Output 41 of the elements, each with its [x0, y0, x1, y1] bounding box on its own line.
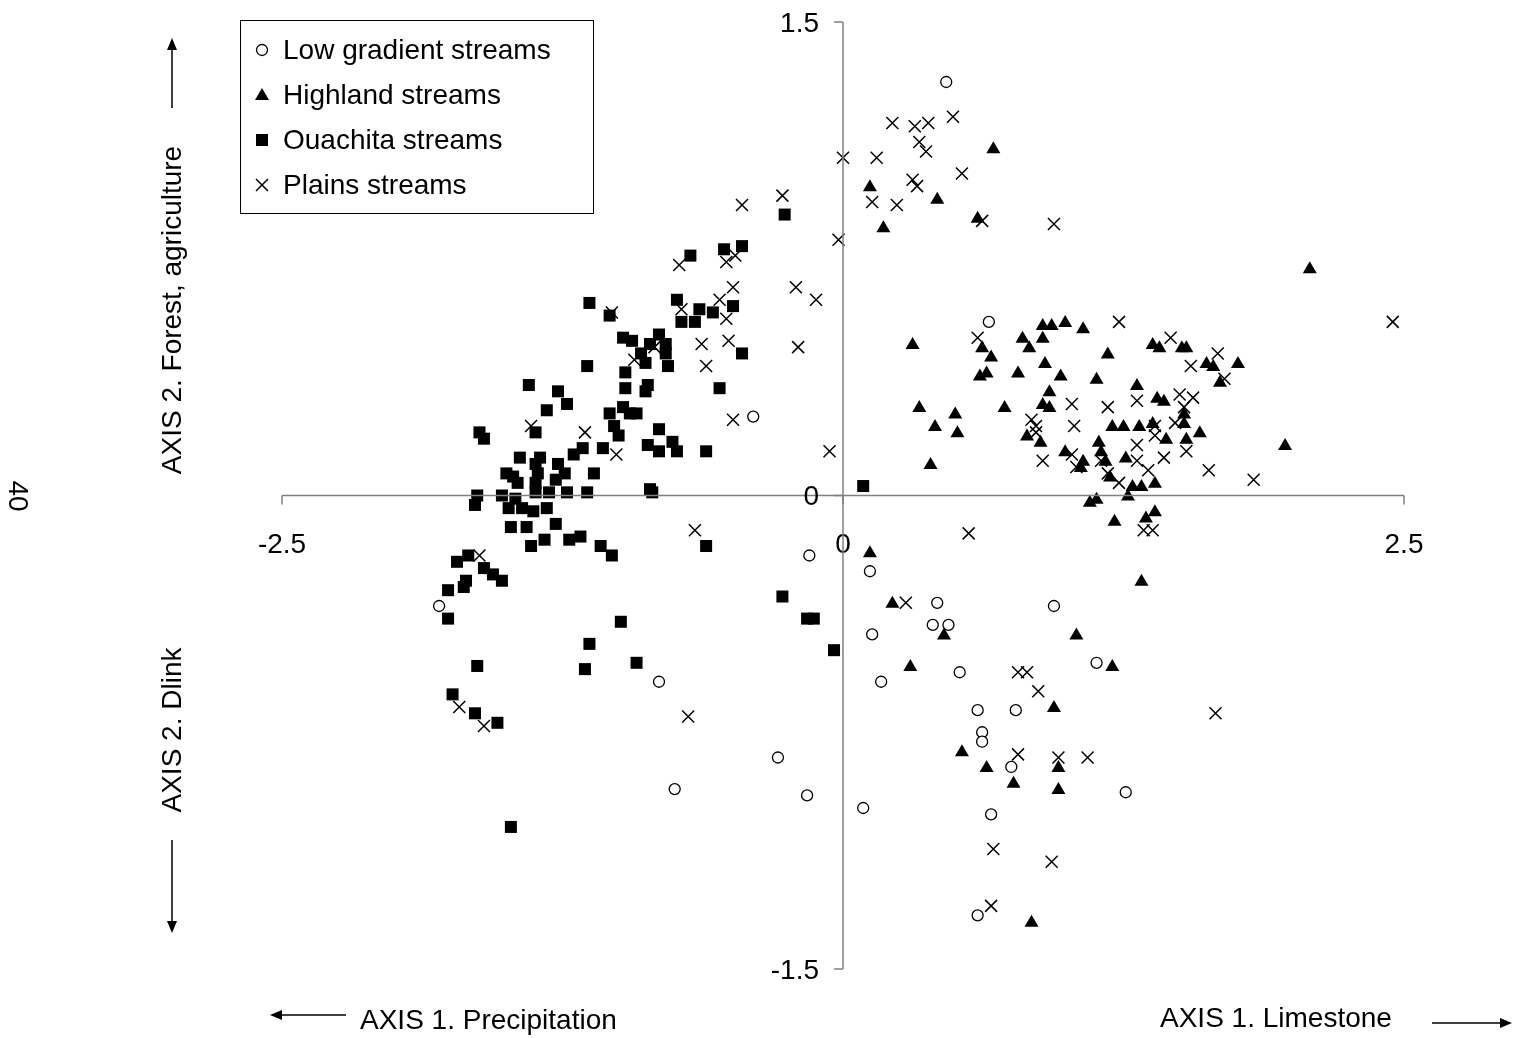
point [984, 808, 998, 821]
legend-label: Low gradient streams [283, 33, 551, 66]
point [926, 618, 939, 632]
legend-label: Highland streams [283, 78, 501, 111]
point [1005, 760, 1018, 774]
point [652, 675, 666, 688]
legend-label: Plains streams [283, 168, 467, 201]
text: AXIS 2. Dlink [156, 647, 188, 813]
text: AXIS 1. Precipitation [360, 1004, 617, 1036]
point [875, 675, 888, 688]
point [771, 751, 785, 764]
y-tick-label: 1.5 [780, 6, 819, 38]
point [971, 909, 984, 922]
x-tick-label: -2.5 [257, 528, 307, 559]
point [953, 666, 966, 679]
point [866, 628, 879, 641]
x-tick-label: 2.5 [1384, 528, 1424, 559]
point [668, 782, 681, 796]
point [1009, 704, 1022, 717]
point [857, 801, 870, 815]
x-tick-label: 0 [835, 528, 851, 559]
point [1119, 786, 1132, 799]
y-axis-title: AXIS 2. Forest, agriculture [156, 145, 188, 475]
point [863, 565, 877, 578]
point [975, 735, 989, 748]
point [971, 704, 984, 717]
point [1090, 656, 1103, 669]
point [1047, 599, 1061, 613]
y-tick-label: 0 [803, 480, 819, 511]
point [942, 618, 955, 632]
point [803, 549, 816, 562]
text: AXIS 1. Limestone [1160, 1002, 1392, 1034]
point [432, 599, 446, 613]
point [747, 410, 760, 423]
point [940, 75, 953, 89]
point [800, 789, 814, 802]
y-tick-label: -1.5 [770, 953, 819, 985]
point [982, 315, 996, 329]
legend-label: Ouachita streams [283, 123, 503, 156]
point [931, 596, 944, 609]
text: 40 [2, 480, 34, 512]
